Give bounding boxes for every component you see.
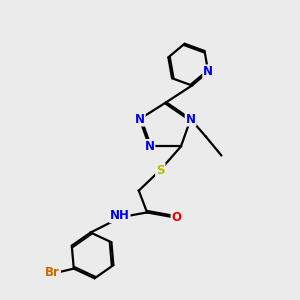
Text: N: N <box>135 112 145 126</box>
Text: NH: NH <box>110 209 130 222</box>
Text: Br: Br <box>45 266 60 279</box>
Text: O: O <box>172 211 182 224</box>
Text: S: S <box>156 164 165 176</box>
Text: N: N <box>144 140 154 153</box>
Text: N: N <box>186 112 196 126</box>
Text: N: N <box>203 65 213 78</box>
